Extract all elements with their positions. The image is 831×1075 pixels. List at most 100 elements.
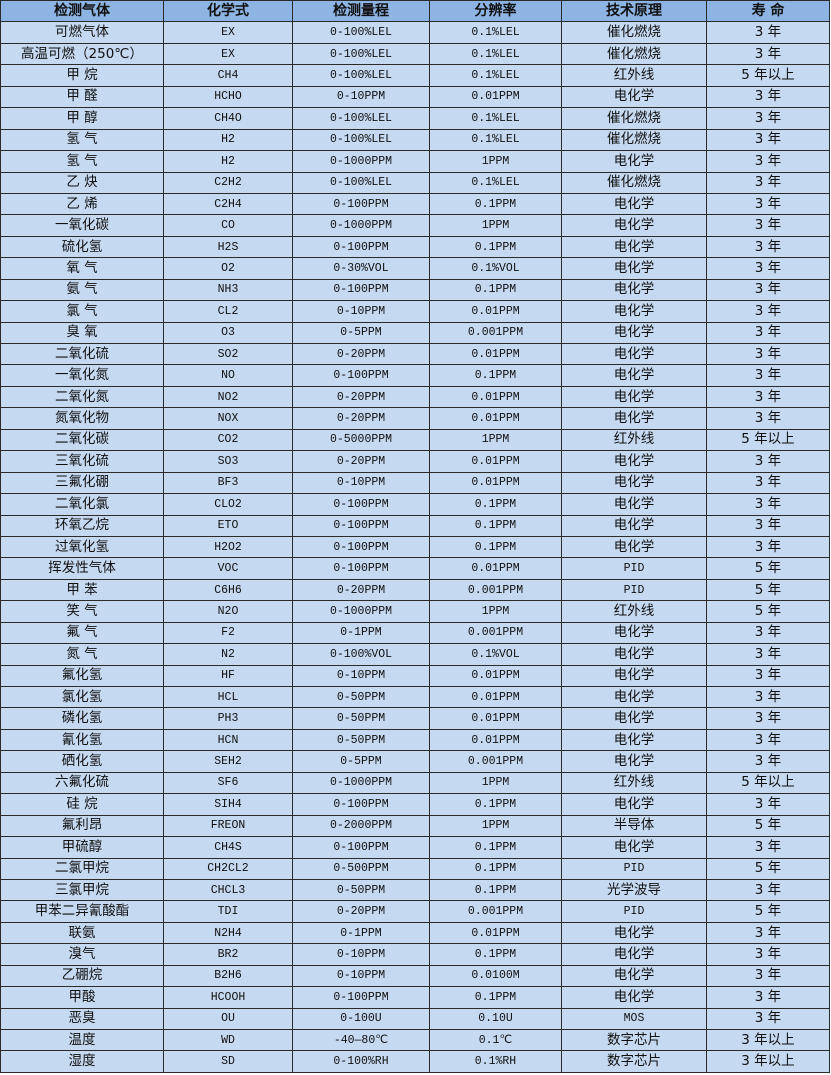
cell-gas-name: 恶臭 <box>0 1007 164 1031</box>
cell-formula: N2O <box>163 600 293 623</box>
table-row: 乙 炔 C2H2 0-100%LEL 0.1%LEL 催化燃烧 3 年 <box>0 171 830 194</box>
cell-range: 0-100PPM <box>292 235 430 259</box>
cell-lifespan: 3 年以上 <box>706 1050 830 1073</box>
cell-lifespan: 3 年 <box>706 364 830 387</box>
cell-resolution: 1PPM <box>429 150 562 173</box>
table-row: 甲 醛 HCHO 0-10PPM 0.01PPM 电化学 3 年 <box>0 85 830 109</box>
table-row: 二氧化氯 CLO2 0-100PPM 0.1PPM 电化学 3 年 <box>0 493 830 516</box>
cell-lifespan: 3 年 <box>706 128 830 152</box>
cell-gas-name: 高温可燃（250℃） <box>0 42 164 66</box>
cell-gas-name: 乙 烯 <box>0 192 164 216</box>
cell-resolution: 0.01PPM <box>429 557 562 580</box>
cell-resolution: 0.1PPM <box>429 535 562 559</box>
table-row: 氢 气 H2 0-1000PPM 1PPM 电化学 3 年 <box>0 150 830 173</box>
cell-principle: PID <box>561 578 707 602</box>
cell-lifespan: 3 年 <box>706 750 830 773</box>
cell-gas-name: 氯 气 <box>0 300 164 323</box>
cell-range: 0-10PPM <box>292 943 430 966</box>
cell-range: 0-100PPM <box>292 793 430 816</box>
cell-formula: H2 <box>163 150 293 173</box>
cell-resolution: 0.1PPM <box>429 836 562 859</box>
cell-range: 0-20PPM <box>292 342 430 366</box>
cell-formula: B2H6 <box>163 964 293 988</box>
cell-gas-name: 甲酸 <box>0 986 164 1009</box>
cell-lifespan: 5 年以上 <box>706 428 830 452</box>
cell-range: 0-100PPM <box>292 836 430 859</box>
cell-formula: BR2 <box>163 943 293 966</box>
cell-principle: 电化学 <box>561 300 707 323</box>
cell-range: 0-100%LEL <box>292 171 430 194</box>
cell-gas-name: 甲苯二异氰酸酯 <box>0 900 164 923</box>
header-resolution: 分辨率 <box>429 0 562 23</box>
cell-lifespan: 5 年 <box>706 557 830 580</box>
cell-principle: 电化学 <box>561 235 707 259</box>
cell-range: 0-500PPM <box>292 857 430 880</box>
cell-gas-name: 乙硼烷 <box>0 964 164 988</box>
cell-resolution: 0.1PPM <box>429 793 562 816</box>
cell-principle: 电化学 <box>561 257 707 280</box>
cell-gas-name: 氟化氢 <box>0 664 164 688</box>
table-row: 笑 气 N2O 0-1000PPM 1PPM 红外线 5 年 <box>0 600 830 623</box>
cell-gas-name: 湿度 <box>0 1050 164 1073</box>
cell-range: 0-100PPM <box>292 192 430 216</box>
table-row: 三氯甲烷 CHCL3 0-50PPM 0.1PPM 光学波导 3 年 <box>0 878 830 902</box>
cell-resolution: 0.001PPM <box>429 621 562 645</box>
cell-lifespan: 5 年 <box>706 814 830 838</box>
cell-lifespan: 5 年 <box>706 578 830 602</box>
cell-lifespan: 3 年 <box>706 943 830 966</box>
cell-formula: SEH2 <box>163 750 293 773</box>
cell-formula: BF3 <box>163 471 293 495</box>
table-row: 氰化氢 HCN 0-50PPM 0.01PPM 电化学 3 年 <box>0 728 830 752</box>
table-row: 六氟化硫 SF6 0-1000PPM 1PPM 红外线 5 年以上 <box>0 771 830 795</box>
cell-lifespan: 3 年以上 <box>706 1028 830 1052</box>
cell-resolution: 0.01PPM <box>429 300 562 323</box>
cell-gas-name: 三氟化硼 <box>0 471 164 495</box>
cell-principle: 电化学 <box>561 342 707 366</box>
cell-formula: SD <box>163 1050 293 1073</box>
cell-gas-name: 氧 气 <box>0 257 164 280</box>
cell-principle: 电化学 <box>561 407 707 430</box>
cell-principle: 电化学 <box>561 493 707 516</box>
cell-resolution: 0.1PPM <box>429 986 562 1009</box>
cell-principle: 电化学 <box>561 450 707 473</box>
cell-principle: 半导体 <box>561 814 707 838</box>
cell-principle: 电化学 <box>561 964 707 988</box>
cell-resolution: 0.001PPM <box>429 321 562 345</box>
cell-formula: HCL <box>163 685 293 709</box>
table-row: 硒化氢 SEH2 0-5PPM 0.001PPM 电化学 3 年 <box>0 750 830 773</box>
cell-lifespan: 3 年 <box>706 214 830 237</box>
cell-principle: PID <box>561 900 707 923</box>
table-row: 环氧乙烷 ETO 0-100PPM 0.1PPM 电化学 3 年 <box>0 514 830 537</box>
cell-principle: 催化燃烧 <box>561 21 707 44</box>
cell-gas-name: 氯化氢 <box>0 685 164 709</box>
cell-range: 0-100PPM <box>292 278 430 302</box>
cell-resolution: 1PPM <box>429 771 562 795</box>
cell-lifespan: 5 年 <box>706 600 830 623</box>
cell-formula: CH4S <box>163 836 293 859</box>
cell-formula: C2H2 <box>163 171 293 194</box>
cell-lifespan: 3 年 <box>706 493 830 516</box>
cell-lifespan: 3 年 <box>706 514 830 537</box>
cell-formula: H2O2 <box>163 535 293 559</box>
cell-lifespan: 3 年 <box>706 192 830 216</box>
cell-principle: 红外线 <box>561 428 707 452</box>
table-row: 过氧化氢 H2O2 0-100PPM 0.1PPM 电化学 3 年 <box>0 535 830 559</box>
cell-lifespan: 3 年 <box>706 643 830 666</box>
cell-range: 0-100%VOL <box>292 643 430 666</box>
cell-formula: HCOOH <box>163 986 293 1009</box>
table-row: 甲 烷 CH4 0-100%LEL 0.1%LEL 红外线 5 年以上 <box>0 64 830 87</box>
cell-lifespan: 3 年 <box>706 21 830 44</box>
table-row: 氟 气 F2 0-1PPM 0.001PPM 电化学 3 年 <box>0 621 830 645</box>
cell-lifespan: 3 年 <box>706 278 830 302</box>
cell-principle: PID <box>561 557 707 580</box>
cell-resolution: 0.1%LEL <box>429 107 562 130</box>
cell-gas-name: 三氯甲烷 <box>0 878 164 902</box>
cell-principle: 电化学 <box>561 278 707 302</box>
cell-gas-name: 环氧乙烷 <box>0 514 164 537</box>
cell-formula: H2S <box>163 235 293 259</box>
cell-lifespan: 3 年 <box>706 707 830 730</box>
cell-range: 0-1000PPM <box>292 150 430 173</box>
cell-resolution: 0.01PPM <box>429 450 562 473</box>
table-row: 氯 气 CL2 0-10PPM 0.01PPM 电化学 3 年 <box>0 300 830 323</box>
cell-resolution: 0.01PPM <box>429 85 562 109</box>
